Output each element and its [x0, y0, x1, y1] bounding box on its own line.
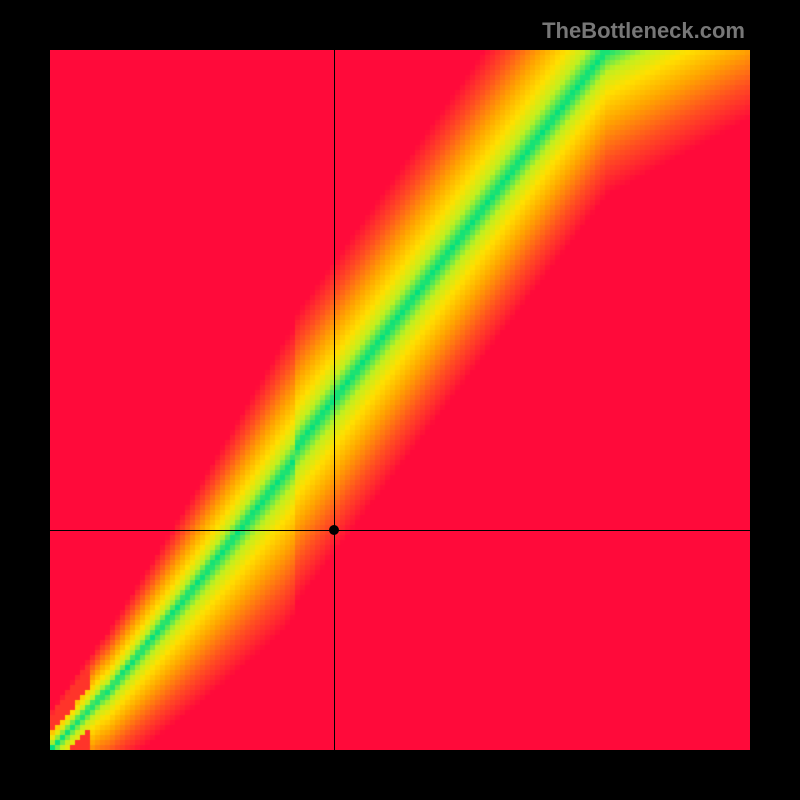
- crosshair-vertical: [334, 50, 335, 750]
- watermark-text: TheBottleneck.com: [542, 18, 745, 44]
- heatmap-chart: [50, 50, 750, 750]
- marker-dot: [329, 525, 339, 535]
- crosshair-horizontal: [50, 530, 750, 531]
- heatmap-canvas: [50, 50, 750, 750]
